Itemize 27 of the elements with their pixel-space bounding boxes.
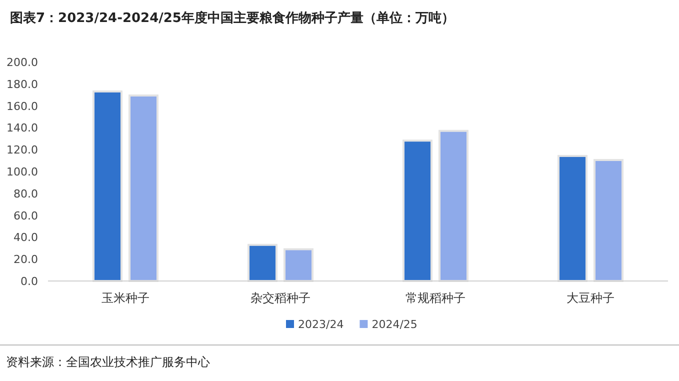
bar xyxy=(128,94,158,282)
y-tick-label: 160.0 xyxy=(6,100,38,113)
bar xyxy=(248,244,278,282)
legend-label: 2023/24 xyxy=(298,318,344,331)
y-tick-label: 80.0 xyxy=(14,187,38,200)
y-tick-label: 0.0 xyxy=(20,275,38,288)
y-tick-label: 200.0 xyxy=(6,56,38,69)
y-tick-label: 140.0 xyxy=(6,122,38,135)
bar xyxy=(558,154,588,282)
legend-label: 2024/25 xyxy=(372,318,418,331)
bar xyxy=(284,248,314,282)
x-tick-label: 常规稻种子 xyxy=(406,291,466,305)
y-tick-label: 60.0 xyxy=(14,209,38,222)
y-tick-label: 120.0 xyxy=(6,144,38,157)
x-tick-label: 大豆种子 xyxy=(566,291,614,305)
y-tick-label: 180.0 xyxy=(6,78,38,91)
y-tick-label: 40.0 xyxy=(14,231,38,244)
x-tick-label: 杂交稻种子 xyxy=(250,291,310,305)
bar xyxy=(92,90,122,282)
y-tick-label: 20.0 xyxy=(14,253,38,266)
bar xyxy=(402,140,432,282)
bar xyxy=(438,130,468,282)
text: 资料来源：全国农业技术推广服务中心 xyxy=(6,355,210,369)
x-tick-label: 玉米种子 xyxy=(102,291,150,305)
y-tick-label: 100.0 xyxy=(6,166,38,178)
chart-title: 图表7：2023/24-2024/25年度中国主要粮食作物种子产量（单位：万吨） xyxy=(10,10,454,26)
bar xyxy=(594,159,624,282)
